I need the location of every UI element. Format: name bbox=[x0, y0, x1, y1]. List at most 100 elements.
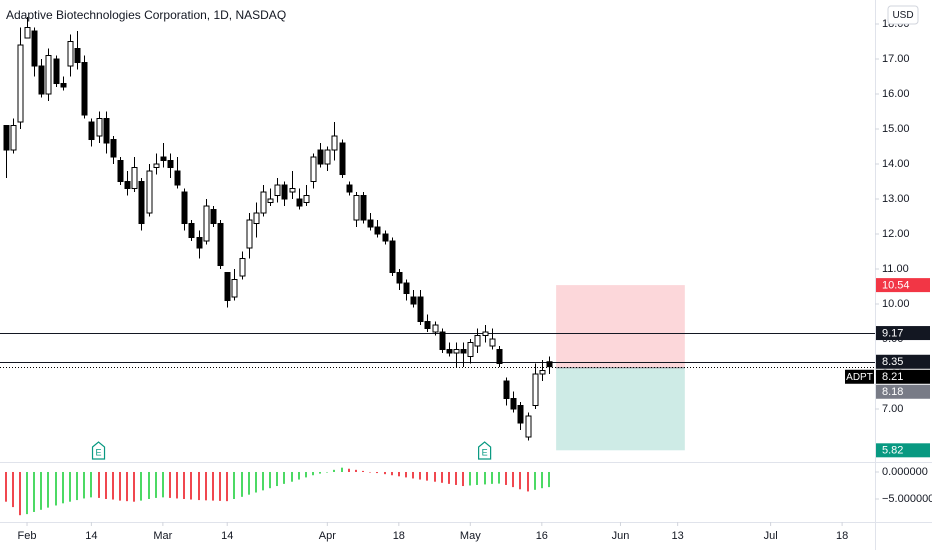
candle-body bbox=[424, 321, 431, 330]
indicator-bar bbox=[319, 471, 321, 474]
x-tick-label: Jun bbox=[612, 530, 630, 542]
x-tick-label: Apr bbox=[319, 530, 336, 542]
candle-body bbox=[532, 373, 539, 407]
currency-label[interactable]: USD bbox=[892, 10, 913, 21]
candle-body bbox=[417, 296, 424, 323]
indicator-bar bbox=[455, 471, 457, 485]
indicator-bar bbox=[355, 469, 357, 472]
candle-body bbox=[174, 170, 181, 186]
event-badge bbox=[91, 441, 106, 460]
candle-body bbox=[396, 272, 403, 284]
candle-body bbox=[317, 149, 324, 165]
candle-body bbox=[117, 160, 124, 183]
currency-button[interactable] bbox=[887, 5, 919, 25]
indicator-bar bbox=[140, 471, 142, 501]
candle-body bbox=[281, 184, 288, 200]
indicator-bar bbox=[148, 471, 150, 499]
price-tag-label: 10.54 bbox=[882, 280, 910, 292]
candle-body bbox=[274, 184, 281, 197]
y-tick-label: 17.00 bbox=[882, 53, 910, 65]
candle-body bbox=[389, 240, 396, 274]
indicator-bar bbox=[441, 471, 443, 483]
indicator-bar bbox=[283, 471, 285, 484]
event-badge bbox=[478, 441, 492, 460]
indicator-bar bbox=[219, 471, 221, 501]
candle-body bbox=[503, 380, 510, 400]
indicator-bar bbox=[405, 471, 407, 478]
indicator-bar bbox=[426, 471, 428, 481]
y-tick-label: 11.00 bbox=[882, 263, 909, 275]
stop-zone bbox=[556, 285, 685, 368]
x-tick-label: 18 bbox=[393, 530, 405, 542]
indicator-bar bbox=[419, 471, 421, 480]
indicator-bar bbox=[362, 470, 364, 472]
candle-body bbox=[103, 118, 110, 144]
candle-body bbox=[360, 195, 367, 221]
indicator-bar bbox=[484, 471, 486, 485]
indicator-bar bbox=[12, 471, 14, 508]
y-tick-label: 15.00 bbox=[882, 123, 910, 135]
candle-body bbox=[246, 219, 253, 249]
indicator-bar bbox=[348, 468, 350, 472]
indicator-bar bbox=[305, 471, 307, 478]
indicator-bar bbox=[205, 471, 207, 501]
symbol-tag-label: ADPT bbox=[846, 372, 873, 383]
indicator-bar bbox=[391, 471, 393, 476]
candle-body bbox=[239, 258, 246, 277]
y-tick-label: 12.00 bbox=[882, 228, 910, 240]
indicator-bar bbox=[233, 471, 235, 499]
indicator-bar bbox=[469, 471, 471, 486]
indicator-bar bbox=[248, 471, 250, 495]
price-tag bbox=[876, 369, 930, 384]
indicator-bar bbox=[369, 471, 371, 473]
indicator-bar bbox=[262, 471, 264, 491]
candle-body bbox=[67, 41, 74, 67]
x-tick-label: May bbox=[460, 530, 481, 542]
indicator-bar bbox=[333, 469, 335, 472]
candle-body bbox=[482, 331, 489, 337]
y-tick-label: 13.00 bbox=[882, 193, 910, 205]
indicator-bar bbox=[176, 471, 178, 499]
candle-body bbox=[410, 296, 417, 305]
indicator-bar bbox=[133, 471, 135, 502]
candle-body bbox=[453, 349, 460, 354]
candle-body bbox=[346, 184, 353, 193]
candle-body bbox=[467, 342, 474, 358]
candle-body bbox=[353, 195, 360, 221]
indicator-bar bbox=[126, 471, 128, 502]
indicator-bar bbox=[40, 471, 42, 510]
indicator-y-tick-label: 0.000000 bbox=[882, 466, 928, 478]
candle-body bbox=[310, 156, 317, 183]
indicator-bar bbox=[155, 471, 157, 498]
candle-body bbox=[253, 212, 260, 225]
indicator-bar bbox=[541, 471, 543, 489]
x-tick-label: 14 bbox=[85, 530, 97, 542]
indicator-bar bbox=[412, 471, 414, 479]
indicator-bar bbox=[512, 471, 514, 488]
candle-body bbox=[45, 55, 52, 95]
candle-body bbox=[382, 233, 389, 242]
chart-title: Adaptive Biotechnologies Corporation, 1D… bbox=[6, 8, 286, 22]
indicator-bar bbox=[62, 471, 64, 504]
candle-body bbox=[124, 181, 131, 190]
indicator-bar bbox=[241, 471, 243, 497]
candle-body bbox=[324, 149, 331, 165]
symbol-tag bbox=[845, 369, 874, 384]
indicator-bar bbox=[19, 471, 21, 516]
candle-body bbox=[367, 219, 374, 228]
candle-body bbox=[474, 335, 481, 347]
price-tag-label: 9.17 bbox=[882, 327, 903, 339]
x-tick-label: Mar bbox=[153, 530, 172, 542]
indicator-bar bbox=[291, 471, 293, 482]
candle-body bbox=[88, 121, 95, 141]
candle-body bbox=[267, 198, 274, 204]
candle-body bbox=[217, 223, 224, 267]
candle-body bbox=[303, 195, 310, 204]
candle-body bbox=[53, 58, 60, 85]
price-tag-label: 5.82 bbox=[882, 445, 903, 457]
candle-body bbox=[31, 30, 38, 67]
y-tick-label: 14.00 bbox=[882, 158, 910, 170]
price-tag bbox=[876, 354, 930, 369]
indicator-bar bbox=[505, 471, 507, 485]
indicator-bar bbox=[162, 471, 164, 498]
